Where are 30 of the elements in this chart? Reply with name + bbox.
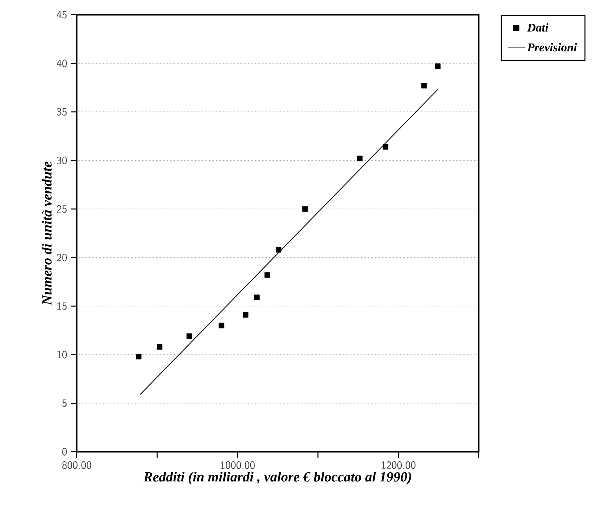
y-tick-label: 40	[57, 60, 68, 68]
y-tick-label: 20	[57, 254, 68, 262]
point	[422, 83, 428, 89]
point	[264, 272, 270, 278]
y-tick-label: 15	[58, 302, 67, 310]
point	[254, 294, 260, 300]
y-tick-label: 5	[62, 400, 67, 408]
point	[218, 322, 225, 329]
point	[243, 312, 249, 318]
y-tick-label: 0	[62, 448, 68, 456]
y-tick-label: 35	[57, 108, 67, 116]
point	[302, 206, 308, 212]
point	[186, 334, 192, 340]
point	[435, 64, 441, 70]
legend-label: Previsioni	[527, 43, 578, 52]
point	[136, 354, 142, 360]
y-tick-label: 45	[57, 11, 67, 19]
x-tick-label: 1000.00	[221, 462, 255, 470]
y-tick-label: 10	[58, 351, 68, 359]
legend-label: Dati	[527, 23, 549, 32]
point	[382, 144, 389, 150]
x-tick-label: 1200.00	[382, 462, 416, 470]
y-axis-title: Numero di unità vendute	[42, 162, 52, 306]
point	[357, 156, 363, 162]
point	[276, 247, 282, 253]
y-tick-label: 30	[57, 156, 68, 164]
x-axis-title: Redditi (in miliardi , valore € bloccato al 1990)	[144, 472, 412, 485]
x-tick-label: 800.00	[62, 462, 92, 470]
point	[157, 344, 163, 350]
y-tick-label: 25	[57, 205, 67, 214]
